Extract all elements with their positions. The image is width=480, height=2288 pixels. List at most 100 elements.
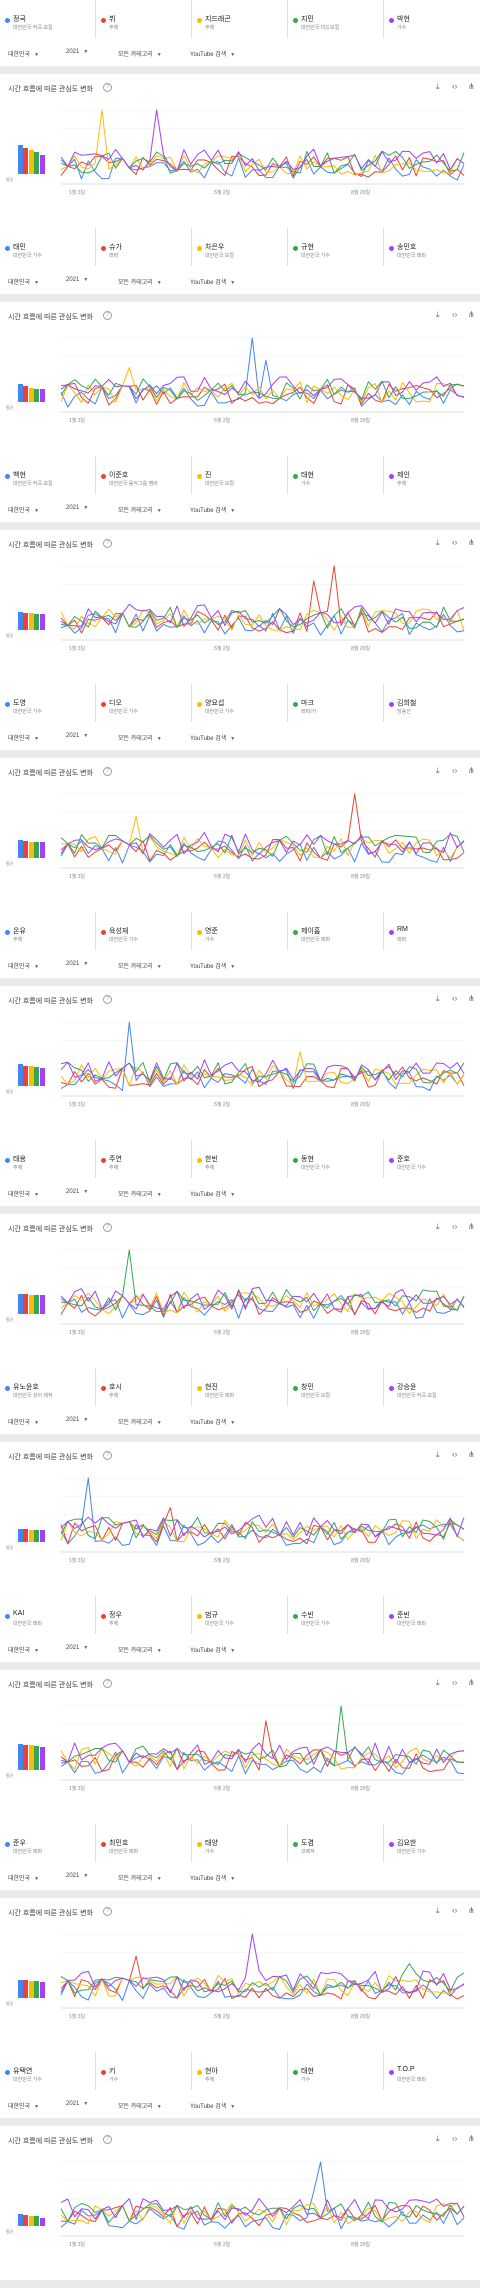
search-term-1[interactable]: 유노윤호 대한민국 싱어 제작: [0, 1368, 96, 1406]
share-icon[interactable]: ⋔: [468, 994, 475, 1003]
category-select[interactable]: 모든 카테고리 ▼: [118, 1189, 162, 1198]
download-icon[interactable]: ⤓: [436, 1906, 440, 1915]
search-term-3[interactable]: 태양 가수: [192, 1824, 288, 1862]
search-term-4[interactable]: 마크 래퍼/가: [288, 684, 384, 722]
help-icon[interactable]: ?: [103, 995, 112, 1004]
search-term-5[interactable]: 준빈 대한민국 래퍼: [384, 1596, 480, 1634]
region-select[interactable]: 대한민국 ▼: [8, 961, 39, 970]
share-icon[interactable]: ⋔: [468, 310, 475, 319]
category-select[interactable]: 모든 카테고리 ▼: [118, 49, 162, 58]
year-select[interactable]: 2021 ▼: [66, 1417, 88, 1423]
embed-icon[interactable]: ‹›: [452, 2134, 458, 2143]
property-select[interactable]: YouTube 검색 ▼: [190, 49, 235, 58]
property-select[interactable]: YouTube 검색 ▼: [190, 1873, 235, 1882]
year-select[interactable]: 2021 ▼: [66, 1645, 88, 1651]
download-icon[interactable]: ⤓: [436, 1450, 440, 1459]
embed-icon[interactable]: ‹›: [452, 310, 458, 319]
help-icon[interactable]: ?: [103, 1907, 112, 1916]
download-icon[interactable]: ⤓: [436, 2134, 440, 2143]
search-term-3[interactable]: 범규 대한민국 가수: [192, 1596, 288, 1634]
category-select[interactable]: 모든 카테고리 ▼: [118, 733, 162, 742]
search-term-1[interactable]: 태민 대한민국 가수: [0, 228, 96, 266]
help-icon[interactable]: ?: [103, 539, 112, 548]
search-term-3[interactable]: 현아 주제: [192, 2052, 288, 2090]
property-select[interactable]: YouTube 검색 ▼: [190, 1645, 235, 1654]
property-select[interactable]: YouTube 검색 ▼: [190, 505, 235, 514]
search-term-4[interactable]: 지민 대한민국 미드보컬: [288, 0, 384, 38]
share-icon[interactable]: ⋔: [468, 2134, 475, 2143]
search-term-2[interactable]: 뷔 주제: [96, 0, 192, 38]
embed-icon[interactable]: ‹›: [452, 538, 458, 547]
search-term-2[interactable]: 키 가수: [96, 2052, 192, 2090]
help-icon[interactable]: ?: [103, 311, 112, 320]
search-term-5[interactable]: 강승윤 대한민국 작곡 보컬: [384, 1368, 480, 1406]
search-term-3[interactable]: 현진 대한민국 래퍼: [192, 1368, 288, 1406]
region-select[interactable]: 대한민국 ▼: [8, 1645, 39, 1654]
search-term-5[interactable]: 김요한 대한민국 가수: [384, 1824, 480, 1862]
region-select[interactable]: 대한민국 ▼: [8, 1189, 39, 1198]
search-term-5[interactable]: RM 래퍼: [384, 912, 480, 950]
help-icon[interactable]: ?: [103, 2135, 112, 2144]
region-select[interactable]: 대한민국 ▼: [8, 1417, 39, 1426]
search-term-2[interactable]: 최민호 대한민국 래퍼: [96, 1824, 192, 1862]
search-term-5[interactable]: 준호 대한민국 가수: [384, 1140, 480, 1178]
download-icon[interactable]: ⤓: [436, 538, 440, 547]
year-select[interactable]: 2021 ▼: [66, 505, 88, 511]
embed-icon[interactable]: ‹›: [452, 1906, 458, 1915]
search-term-1[interactable]: 백현 대한민국 작곡 보컬: [0, 456, 96, 494]
search-term-3[interactable]: 양요섭 대한민국 가수: [192, 684, 288, 722]
region-select[interactable]: 대한민국 ▼: [8, 505, 39, 514]
download-icon[interactable]: ⤓: [436, 766, 440, 775]
search-term-4[interactable]: 태현 가수: [288, 456, 384, 494]
search-term-2[interactable]: 호시 주제: [96, 1368, 192, 1406]
share-icon[interactable]: ⋔: [468, 82, 475, 91]
search-term-4[interactable]: 수빈 대한민국 가수: [288, 1596, 384, 1634]
region-select[interactable]: 대한민국 ▼: [8, 1873, 39, 1882]
year-select[interactable]: 2021 ▼: [66, 49, 88, 55]
property-select[interactable]: YouTube 검색 ▼: [190, 2101, 235, 2110]
search-term-2[interactable]: 디오 대한민국 가수: [96, 684, 192, 722]
embed-icon[interactable]: ‹›: [452, 1678, 458, 1687]
search-term-1[interactable]: 유택연 대한민국 가수: [0, 2052, 96, 2090]
embed-icon[interactable]: ‹›: [452, 994, 458, 1003]
search-term-1[interactable]: 온유 주제: [0, 912, 96, 950]
category-select[interactable]: 모든 카테고리 ▼: [118, 505, 162, 514]
category-select[interactable]: 모든 카테고리 ▼: [118, 2101, 162, 2110]
search-term-5[interactable]: T.O.P 대한민국 래퍼: [384, 2052, 480, 2090]
category-select[interactable]: 모든 카테고리 ▼: [118, 1873, 162, 1882]
year-select[interactable]: 2021 ▼: [66, 2101, 88, 2107]
year-select[interactable]: 2021 ▼: [66, 1873, 88, 1879]
search-term-4[interactable]: 태현 가수: [288, 2052, 384, 2090]
search-term-2[interactable]: 슈가 래퍼: [96, 228, 192, 266]
share-icon[interactable]: ⋔: [468, 538, 475, 547]
search-term-5[interactable]: 김희철 방송인: [384, 684, 480, 722]
search-term-1[interactable]: 도영 대한민국 가수: [0, 684, 96, 722]
search-term-3[interactable]: 지드래곤 주제: [192, 0, 288, 38]
year-select[interactable]: 2021 ▼: [66, 733, 88, 739]
search-term-3[interactable]: 진 대한민국 보컬: [192, 456, 288, 494]
search-term-4[interactable]: 창민 대한민국 보컬: [288, 1368, 384, 1406]
region-select[interactable]: 대한민국 ▼: [8, 277, 39, 286]
region-select[interactable]: 대한민국 ▼: [8, 2101, 39, 2110]
property-select[interactable]: YouTube 검색 ▼: [190, 277, 235, 286]
search-term-2[interactable]: 주연 주제: [96, 1140, 192, 1178]
search-term-1[interactable]: 준우 대한민국 래퍼: [0, 1824, 96, 1862]
share-icon[interactable]: ⋔: [468, 766, 475, 775]
search-term-3[interactable]: 차은우 대한민국 보컬: [192, 228, 288, 266]
search-term-4[interactable]: 동현 대한민국 가수: [288, 1140, 384, 1178]
category-select[interactable]: 모든 카테고리 ▼: [118, 1645, 162, 1654]
help-icon[interactable]: ?: [103, 83, 112, 92]
help-icon[interactable]: ?: [103, 1679, 112, 1688]
search-term-1[interactable]: 태용 주제: [0, 1140, 96, 1178]
search-term-1[interactable]: 정국 대한민국 작곡 보컬: [0, 0, 96, 38]
category-select[interactable]: 모든 카테고리 ▼: [118, 277, 162, 286]
property-select[interactable]: YouTube 검색 ▼: [190, 961, 235, 970]
property-select[interactable]: YouTube 검색 ▼: [190, 1417, 235, 1426]
share-icon[interactable]: ⋔: [468, 1678, 475, 1687]
share-icon[interactable]: ⋔: [468, 1450, 475, 1459]
download-icon[interactable]: ⤓: [436, 82, 440, 91]
search-term-4[interactable]: 규현 대한민국 가수: [288, 228, 384, 266]
download-icon[interactable]: ⤓: [436, 310, 440, 319]
share-icon[interactable]: ⋔: [468, 1906, 475, 1915]
search-term-2[interactable]: 육성재 대한민국 가수: [96, 912, 192, 950]
